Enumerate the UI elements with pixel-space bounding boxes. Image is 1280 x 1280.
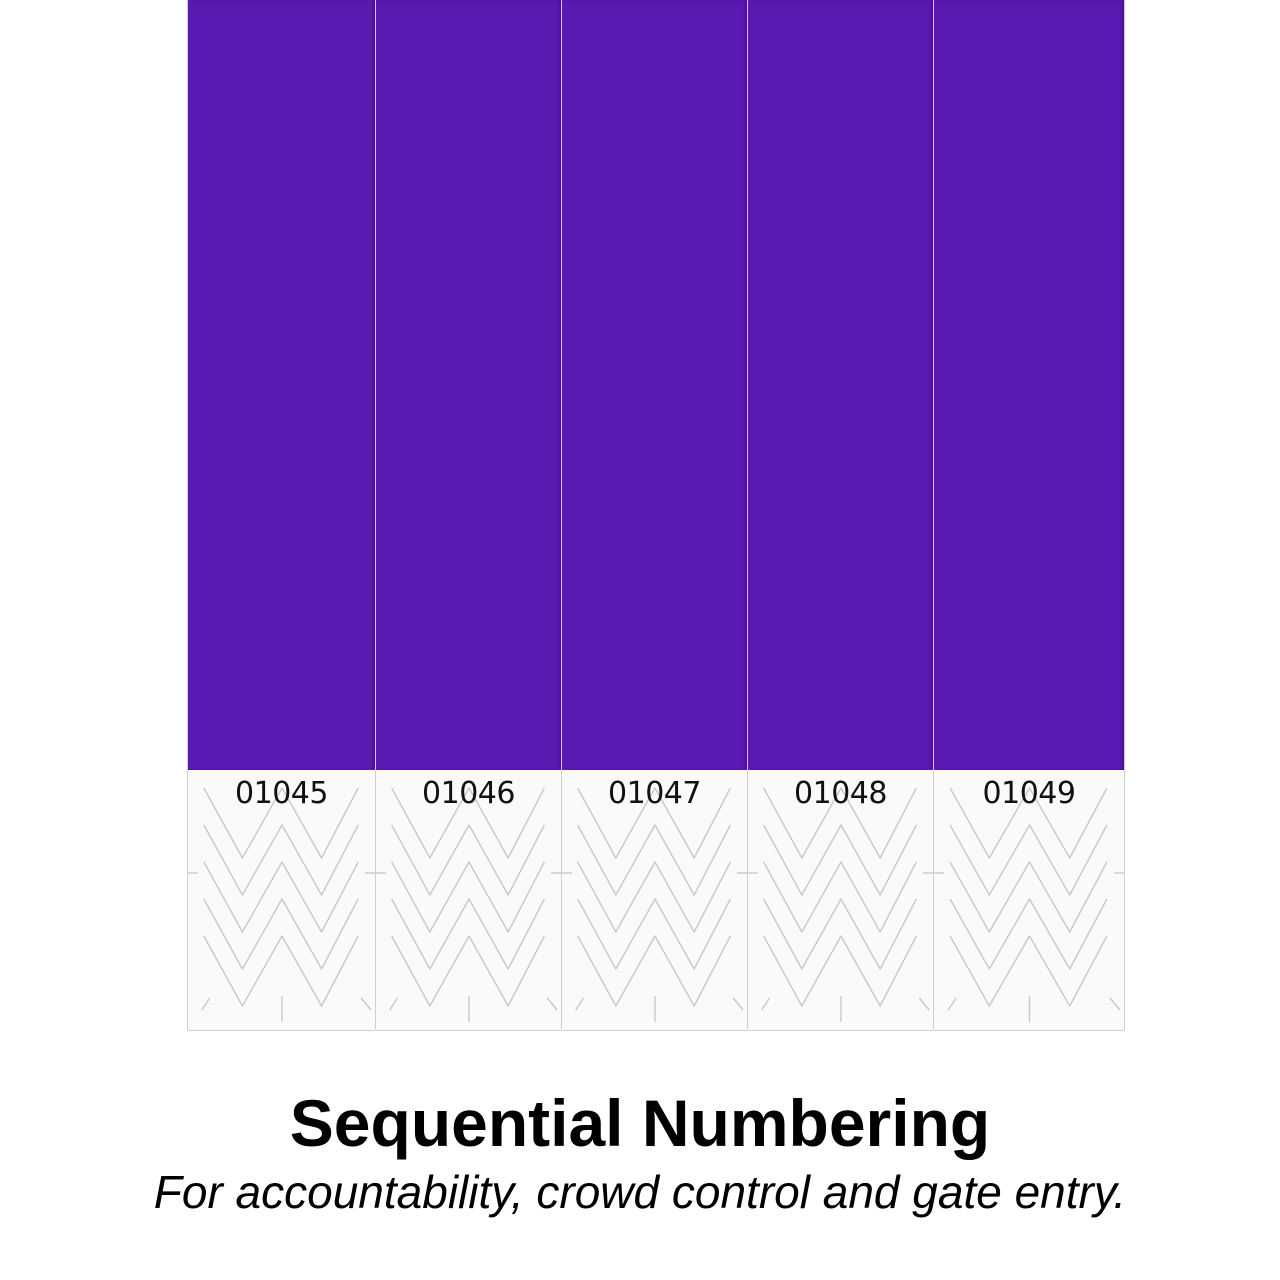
caption-subtitle: For accountability, crowd control and ga… bbox=[153, 1166, 1127, 1218]
serial-number: 01046 bbox=[422, 776, 515, 811]
wristband: 01048 bbox=[748, 0, 934, 1031]
wristband-tab: 01045 bbox=[188, 770, 375, 1031]
wristband-band bbox=[376, 0, 561, 770]
security-wave-pattern bbox=[562, 787, 747, 1022]
wristband: 01046 bbox=[376, 0, 562, 1031]
security-wave-pattern bbox=[188, 787, 375, 1022]
wristband-band bbox=[562, 0, 747, 770]
wristband: 01049 bbox=[934, 0, 1125, 1031]
wristband-tab: 01046 bbox=[376, 770, 561, 1031]
wristband-tab: 01048 bbox=[748, 770, 933, 1031]
caption-title: Sequential Numbering bbox=[289, 1086, 991, 1160]
wristband: 01045 bbox=[187, 0, 376, 1031]
wristband-sheet: 01045 01046 01047 01048 01049 bbox=[187, 0, 1125, 1031]
wristband-band bbox=[934, 0, 1124, 770]
security-wave-pattern bbox=[376, 787, 561, 1022]
wristband-band bbox=[748, 0, 933, 770]
security-wave-pattern bbox=[748, 787, 933, 1022]
wristband-tab: 01049 bbox=[934, 770, 1124, 1031]
wristband: 01047 bbox=[562, 0, 748, 1031]
wristband-band bbox=[188, 0, 375, 770]
serial-number: 01048 bbox=[794, 776, 887, 811]
security-wave-pattern bbox=[934, 787, 1124, 1022]
serial-number: 01049 bbox=[982, 776, 1076, 811]
serial-number: 01045 bbox=[235, 776, 328, 811]
wristband-tab: 01047 bbox=[562, 770, 747, 1031]
serial-number: 01047 bbox=[608, 776, 701, 811]
